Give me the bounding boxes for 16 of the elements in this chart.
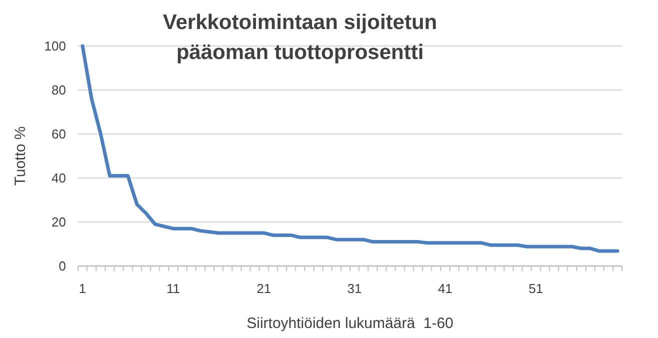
y-axis-title: Tuotto % <box>12 126 29 186</box>
x-tick-label: 11 <box>166 281 180 296</box>
y-tick-label: 40 <box>52 170 66 186</box>
line-series <box>80 44 620 253</box>
y-tick-label: 60 <box>52 126 66 142</box>
y-tick-label: 100 <box>44 38 66 54</box>
y-tick-label: 0 <box>58 258 66 274</box>
x-tick-label: 41 <box>438 281 452 296</box>
x-tick-label: 21 <box>256 281 272 296</box>
y-tick-label: 20 <box>52 214 66 230</box>
y-tick-label: 80 <box>52 82 66 98</box>
x-tick-label: 51 <box>528 281 544 296</box>
x-tick-label: 31 <box>347 281 362 296</box>
x-tick-label: 1 <box>78 281 86 296</box>
chart-title: Verkkotoimintaan sijoitetun pääoman tuottoprosentti <box>162 11 438 64</box>
x-axis-title: Siirtoyhtiöiden lukumäärä 1-60 <box>246 315 454 332</box>
